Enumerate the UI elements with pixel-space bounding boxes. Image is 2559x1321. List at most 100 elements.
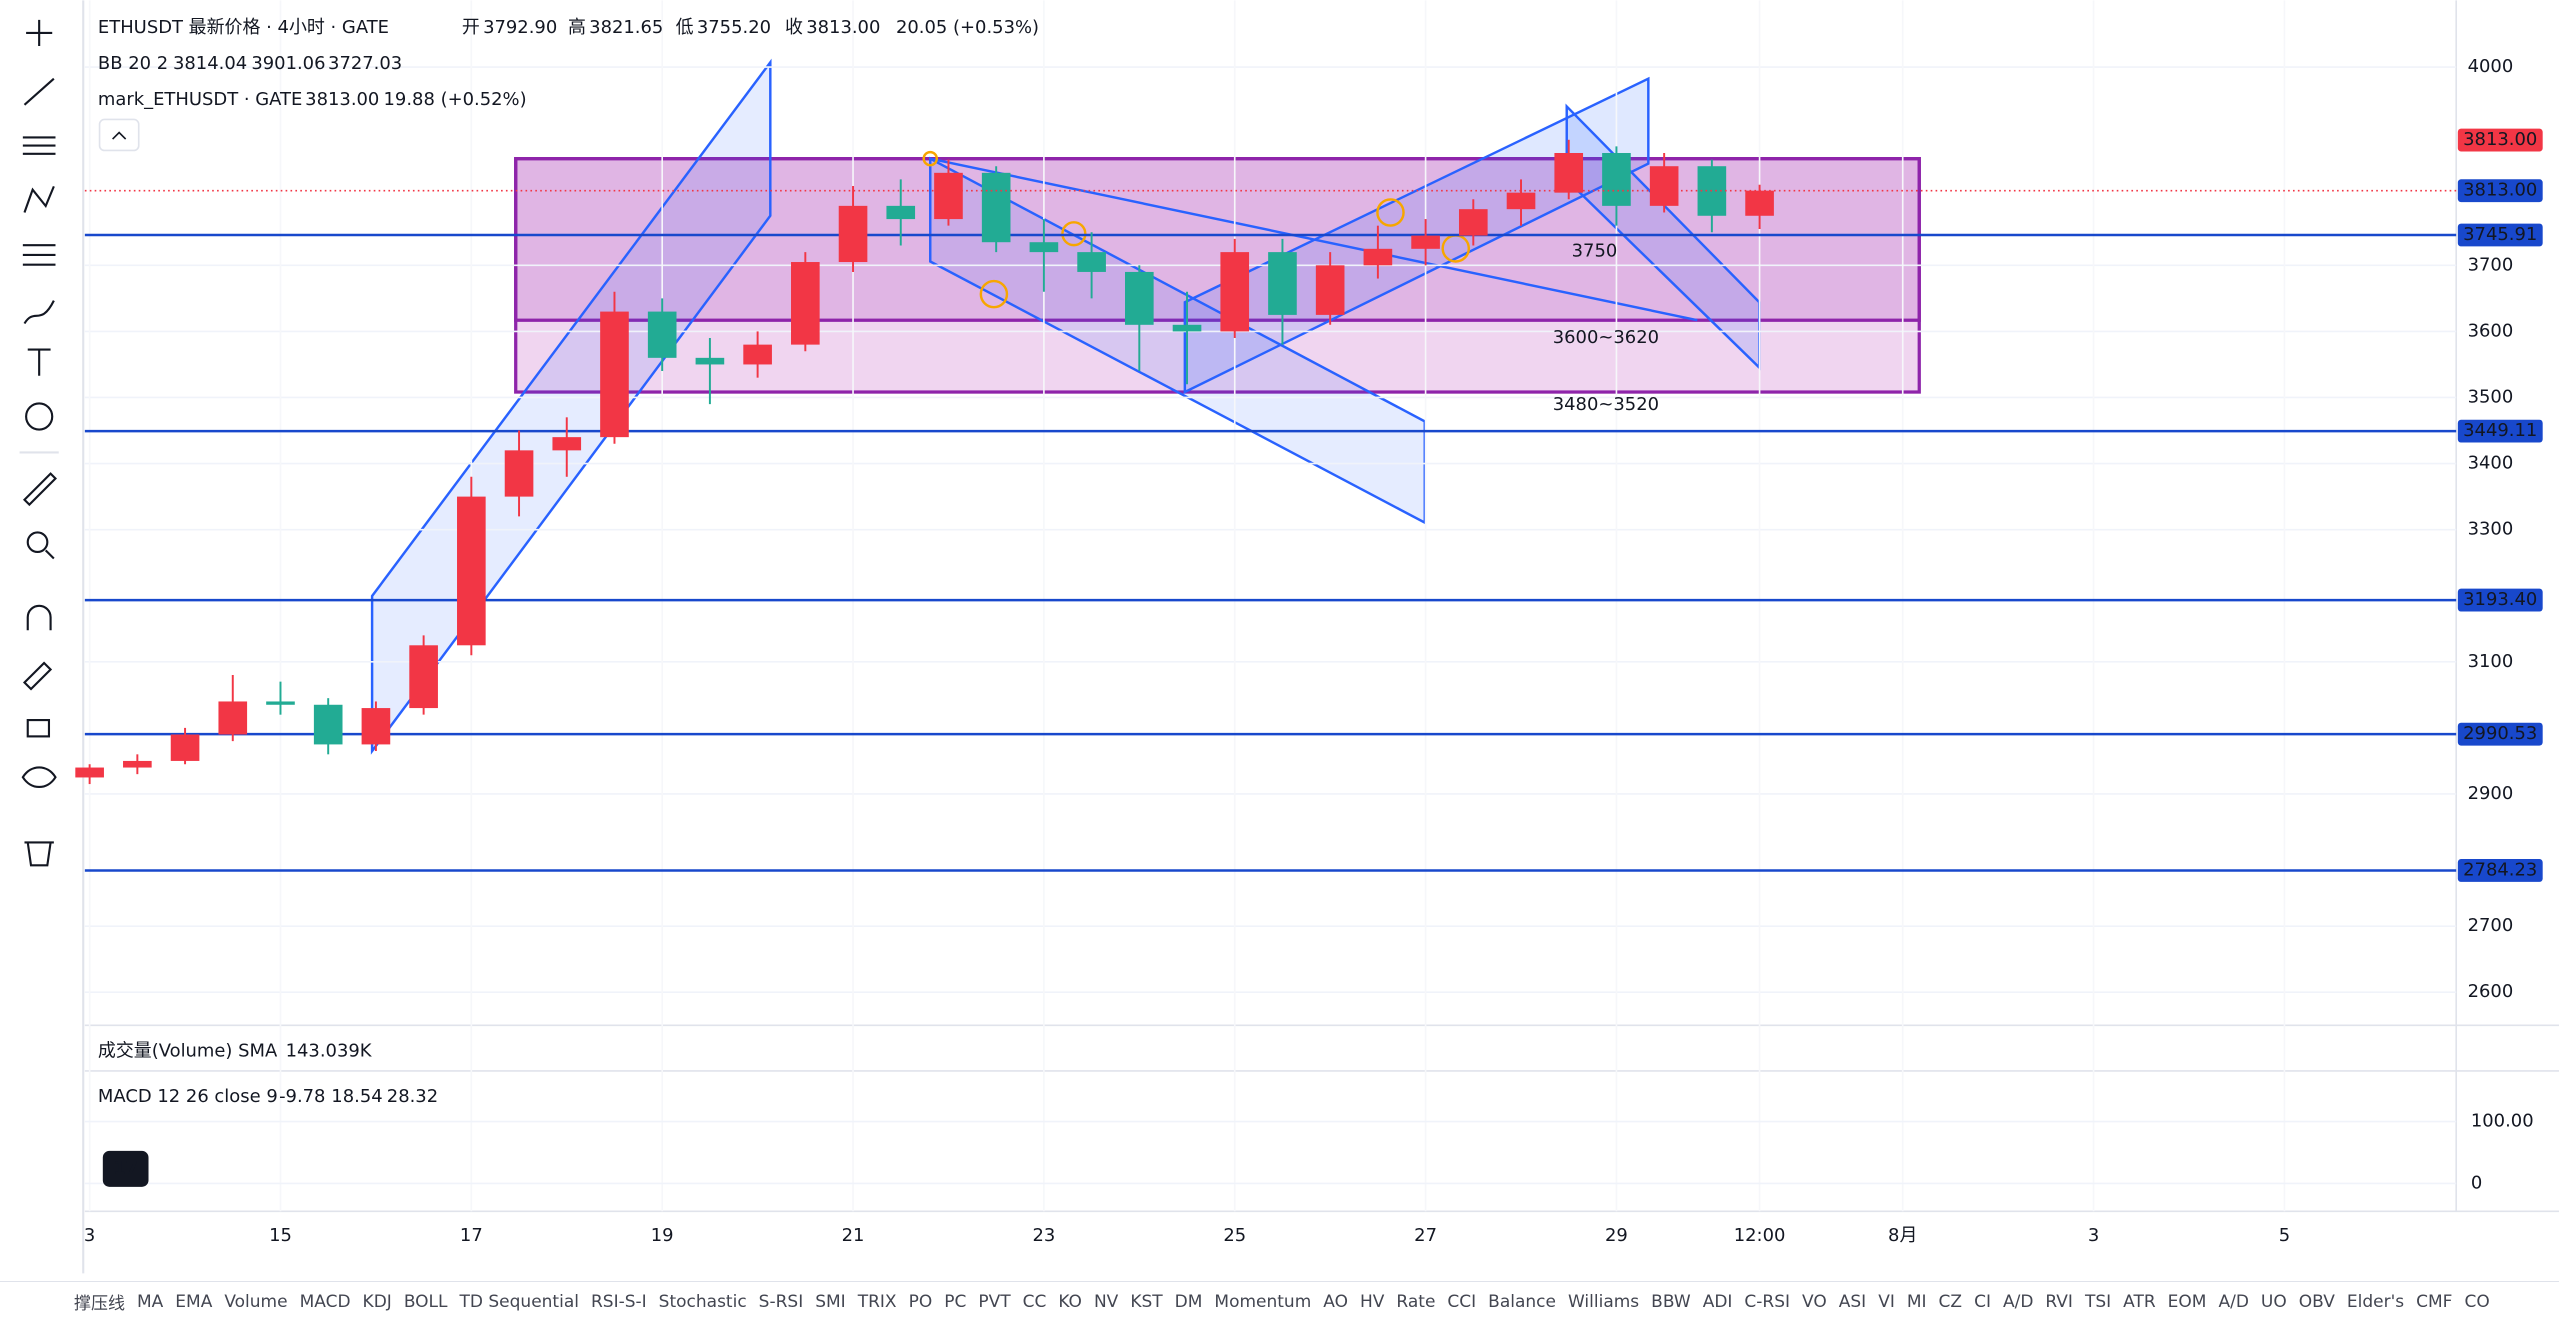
indicator-button[interactable]: TD Sequential	[459, 1291, 579, 1312]
indicator-button[interactable]: C-RSI	[1744, 1291, 1791, 1312]
zoom-tool[interactable]	[26, 531, 49, 554]
indicator-button[interactable]: CC	[1022, 1291, 1047, 1312]
indicator-button[interactable]: MACD	[299, 1291, 351, 1312]
y-tick-label: 3400	[2468, 453, 2514, 474]
emoji-tool[interactable]	[25, 402, 54, 431]
plot: 2600 2700 2900 3100 3300 3400 3500 3600 3700 4000…	[75, 0, 2543, 1246]
indicator-button[interactable]: HV	[1360, 1291, 1385, 1312]
candle-body	[791, 262, 820, 345]
indicator-button[interactable]: RSI-S-I	[590, 1291, 647, 1312]
indicator-button[interactable]: DM	[1174, 1291, 1203, 1312]
indicator-button[interactable]: CO	[2464, 1291, 2490, 1312]
indicator-button[interactable]: PO	[908, 1291, 933, 1312]
x-tick-label: 15	[269, 1225, 292, 1246]
indicator-button[interactable]: MA	[137, 1291, 164, 1312]
prediction-tool[interactable]	[22, 244, 56, 266]
indicator-button[interactable]: PVT	[978, 1291, 1011, 1312]
open-label: 开	[462, 17, 480, 38]
indicator-button[interactable]: KDJ	[362, 1291, 392, 1312]
indicator-button[interactable]: KO	[1058, 1291, 1082, 1312]
price-tag-label: 2784.23	[2463, 859, 2537, 880]
text-tool[interactable]	[27, 348, 51, 376]
x-tick-label: 27	[1414, 1225, 1437, 1246]
indicator-button[interactable]: RVI	[2045, 1291, 2073, 1312]
y-tick-label: 3700	[2468, 254, 2514, 275]
fib-tool[interactable]	[22, 136, 56, 155]
brush-tool[interactable]	[23, 300, 55, 325]
mark-price-label: 3813.00	[2463, 180, 2537, 201]
y-tick-label: 2900	[2468, 783, 2514, 804]
indicator-button[interactable]: A/D	[2002, 1291, 2034, 1312]
indicator-button[interactable]: CCI	[1447, 1291, 1477, 1312]
indicator-button[interactable]: CI	[1974, 1291, 1991, 1312]
indicator-button[interactable]: TSI	[2084, 1291, 2112, 1312]
y-tick-label: 3100	[2468, 651, 2514, 672]
indicator-button[interactable]: TRIX	[857, 1291, 897, 1312]
indicator-button[interactable]: OBV	[2298, 1291, 2335, 1312]
collapse-icon	[112, 131, 127, 140]
line-tool[interactable]	[23, 77, 55, 106]
pattern-tool[interactable]	[23, 185, 55, 213]
tv-logo[interactable]	[102, 1150, 149, 1187]
y-tick-label: 2600	[2468, 981, 2514, 1002]
candle-body	[743, 344, 772, 365]
candle-body	[1172, 324, 1202, 332]
indicator-button[interactable]: 撑压线	[74, 1294, 125, 1314]
candle-body	[457, 496, 486, 646]
macd-hist: -9.78	[279, 1086, 325, 1107]
indicator-button[interactable]: KST	[1130, 1291, 1163, 1312]
indicator-button[interactable]: Momentum	[1214, 1291, 1312, 1312]
candle-body	[75, 767, 104, 778]
candle-body	[1220, 252, 1250, 332]
bb-lower: 3727.03	[328, 53, 402, 74]
visibility-tool[interactable]	[21, 766, 57, 789]
candle-body	[170, 734, 200, 761]
indicator-button[interactable]: Elder's	[2346, 1291, 2405, 1312]
magnet-tool[interactable]	[26, 604, 52, 631]
indicator-button[interactable]: Rate	[1396, 1291, 1436, 1312]
indicator-button[interactable]: EOM	[2167, 1291, 2207, 1312]
indicator-button[interactable]: VI	[1878, 1291, 1895, 1312]
lock-tool[interactable]	[26, 719, 51, 738]
candle-body	[1363, 248, 1393, 266]
indicator-button[interactable]: ASI	[1838, 1291, 1867, 1312]
indicator-button[interactable]: UO	[2260, 1291, 2287, 1312]
x-tick-label: 8月	[1888, 1225, 1917, 1246]
indicator-button[interactable]: PC	[944, 1291, 967, 1312]
high-value: 3821.65	[589, 17, 663, 38]
change-value: 20.05 (+0.53%)	[896, 17, 1039, 38]
indicator-button[interactable]: VO	[1802, 1291, 1827, 1312]
indicator-button[interactable]: BOLL	[403, 1291, 448, 1312]
tv-logo-text: 17	[113, 1158, 138, 1179]
collapse-button[interactable]	[98, 118, 140, 152]
macd-value: 18.54	[331, 1086, 382, 1107]
x-tick-label: 3	[2088, 1225, 2099, 1246]
x-tick-label: 12:00	[1734, 1225, 1786, 1246]
indicator-button[interactable]: CZ	[1938, 1291, 1963, 1312]
indicator-button[interactable]: ADI	[1702, 1291, 1733, 1312]
candle-body	[361, 708, 391, 745]
candle-body	[981, 172, 1011, 243]
indicator-button[interactable]: AO	[1323, 1291, 1348, 1312]
indicator-button[interactable]: MI	[1906, 1291, 1927, 1312]
lock-draw-tool[interactable]	[22, 661, 53, 691]
indicator-button[interactable]: SMI	[815, 1291, 846, 1312]
indicator-button[interactable]: Williams	[1567, 1291, 1640, 1312]
bb-upper: 3901.06	[251, 53, 325, 74]
indicator-button[interactable]: Balance	[1488, 1291, 1556, 1312]
indicator-button[interactable]: ATR	[2123, 1291, 2156, 1312]
indicator-button[interactable]: BBW	[1651, 1291, 1691, 1312]
candle-body	[1411, 235, 1440, 249]
delete-tool[interactable]	[24, 841, 54, 867]
indicator-button[interactable]: NV	[1093, 1291, 1119, 1312]
left-toolbar	[19, 0, 85, 1274]
indicator-button[interactable]: EMA	[175, 1291, 213, 1312]
indicator-button[interactable]: S-RSI	[758, 1291, 804, 1312]
indicator-button[interactable]: Stochastic	[658, 1291, 747, 1312]
indicator-button[interactable]: A/D	[2218, 1291, 2249, 1312]
crosshair-tool[interactable]	[26, 19, 53, 47]
ruler-tool[interactable]	[22, 472, 57, 507]
indicator-button[interactable]: CMF	[2416, 1291, 2453, 1312]
indicator-button[interactable]: Volume	[224, 1291, 288, 1312]
